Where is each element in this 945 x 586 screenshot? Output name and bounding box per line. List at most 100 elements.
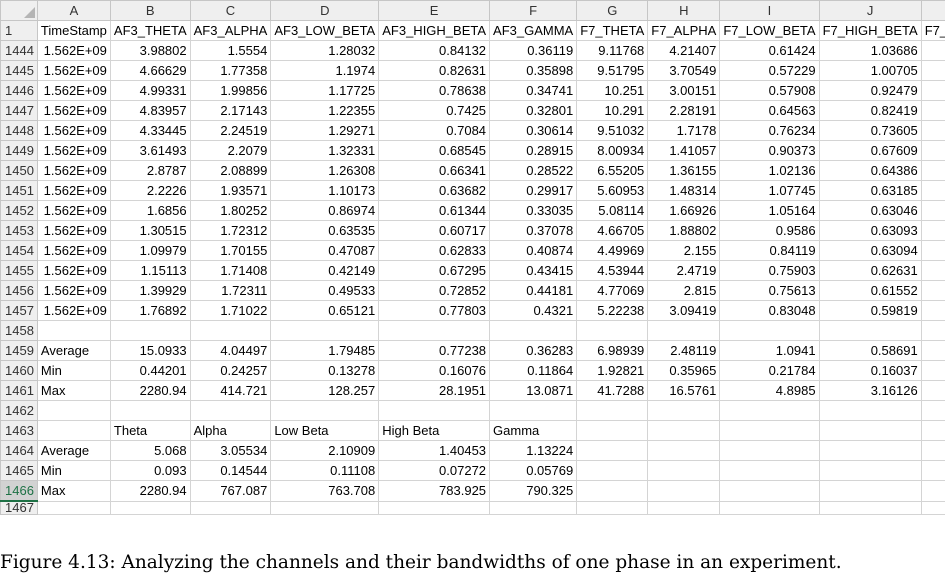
cell[interactable]: 3.05534 bbox=[189, 440, 272, 461]
cell[interactable]: AF3_THETA bbox=[109, 20, 191, 41]
cell[interactable]: 0.30193 bbox=[920, 140, 945, 161]
cell[interactable] bbox=[189, 500, 272, 515]
cell[interactable]: F7_LOW_BETA bbox=[719, 20, 820, 41]
cell[interactable]: 0.07272 bbox=[378, 460, 491, 481]
cell[interactable]: 0.11108 bbox=[270, 460, 380, 481]
cell[interactable]: 0.64563 bbox=[719, 100, 820, 121]
cell[interactable]: 0.30614 bbox=[489, 120, 578, 141]
cell[interactable] bbox=[36, 320, 111, 341]
cell[interactable]: 0.63046 bbox=[818, 200, 922, 221]
cell[interactable] bbox=[647, 400, 721, 421]
cell[interactable]: 2.10909 bbox=[270, 440, 380, 461]
cell[interactable]: 1.6856 bbox=[109, 200, 191, 221]
cell[interactable]: 5.60953 bbox=[576, 180, 649, 201]
cell[interactable]: 0.61552 bbox=[818, 280, 922, 301]
cell[interactable]: Theta bbox=[109, 420, 191, 441]
row-header[interactable]: 1457 bbox=[0, 300, 38, 321]
column-header-k[interactable]: K bbox=[920, 0, 945, 21]
cell[interactable]: 0.57908 bbox=[719, 80, 820, 101]
cell[interactable]: 0.44201 bbox=[109, 360, 191, 381]
row-header[interactable]: 1449 bbox=[0, 140, 38, 161]
cell[interactable]: F7_GAMMA bbox=[920, 20, 945, 41]
cell[interactable]: 1.562E+09 bbox=[36, 100, 111, 121]
cell[interactable] bbox=[920, 420, 945, 441]
cell[interactable]: 1.66926 bbox=[647, 200, 721, 221]
row-header[interactable]: 1445 bbox=[0, 60, 38, 81]
cell[interactable]: 1.28032 bbox=[270, 40, 380, 61]
cell[interactable]: AF3_HIGH_BETA bbox=[378, 20, 491, 41]
cell[interactable]: 0.78638 bbox=[378, 80, 491, 101]
cell[interactable]: 0.63682 bbox=[378, 180, 491, 201]
cell[interactable]: 1.22355 bbox=[270, 100, 380, 121]
cell[interactable]: 9.51795 bbox=[576, 60, 649, 81]
cell[interactable]: 0.34741 bbox=[489, 80, 578, 101]
cell[interactable]: 4.53944 bbox=[576, 260, 649, 281]
cell[interactable]: 0.31545 bbox=[920, 300, 945, 321]
cell[interactable] bbox=[189, 320, 272, 341]
cell[interactable] bbox=[920, 400, 945, 421]
cell[interactable]: 0.32772 bbox=[920, 120, 945, 141]
cell[interactable]: 0.63185 bbox=[818, 180, 922, 201]
row-header[interactable]: 1446 bbox=[0, 80, 38, 101]
cell[interactable]: 0.92479 bbox=[818, 80, 922, 101]
cell[interactable]: 1.07745 bbox=[719, 180, 820, 201]
cell[interactable]: 2.08899 bbox=[189, 160, 272, 181]
cell[interactable] bbox=[270, 500, 380, 515]
row-header[interactable]: 1464 bbox=[0, 440, 38, 461]
cell[interactable] bbox=[489, 400, 578, 421]
cell[interactable]: 4.99331 bbox=[109, 80, 191, 101]
cell[interactable]: 1.99856 bbox=[189, 80, 272, 101]
row-header[interactable]: 1458 bbox=[0, 320, 38, 341]
cell[interactable]: 3.98802 bbox=[109, 40, 191, 61]
column-header-i[interactable]: I bbox=[719, 0, 820, 21]
row-header[interactable]: 1452 bbox=[0, 200, 38, 221]
cell[interactable]: 0.35965 bbox=[647, 360, 721, 381]
cell[interactable]: 1.562E+09 bbox=[36, 140, 111, 161]
cell[interactable]: 0.29917 bbox=[489, 180, 578, 201]
cell[interactable] bbox=[920, 460, 945, 481]
cell[interactable] bbox=[489, 500, 578, 515]
cell[interactable] bbox=[270, 400, 380, 421]
cell[interactable]: 2.48119 bbox=[647, 340, 721, 361]
cell[interactable] bbox=[719, 460, 820, 481]
cell[interactable]: 0.7084 bbox=[378, 120, 491, 141]
row-header[interactable]: 1462 bbox=[0, 400, 38, 421]
cell[interactable]: 1.562E+09 bbox=[36, 120, 111, 141]
cell[interactable] bbox=[647, 480, 721, 502]
cell[interactable]: 0.82419 bbox=[818, 100, 922, 121]
cell[interactable]: 0.64386 bbox=[818, 160, 922, 181]
cell[interactable]: 0.61344 bbox=[378, 200, 491, 221]
cell[interactable]: 2.28191 bbox=[647, 100, 721, 121]
cell[interactable]: 0.13278 bbox=[270, 360, 380, 381]
select-all-corner[interactable] bbox=[0, 0, 38, 21]
cell[interactable]: 0.84119 bbox=[719, 240, 820, 261]
cell[interactable]: 0.73605 bbox=[818, 120, 922, 141]
cell[interactable]: F7_THETA bbox=[576, 20, 649, 41]
cell[interactable]: 4.83957 bbox=[109, 100, 191, 121]
row-header[interactable]: 1466 bbox=[0, 480, 38, 502]
cell[interactable] bbox=[576, 440, 649, 461]
cell[interactable]: 0.11864 bbox=[489, 360, 578, 381]
cell[interactable]: 0.32801 bbox=[489, 100, 578, 121]
cell[interactable]: 0.40874 bbox=[489, 240, 578, 261]
cell[interactable]: 4.33445 bbox=[109, 120, 191, 141]
cell[interactable]: 1.72311 bbox=[189, 280, 272, 301]
cell[interactable]: 1.562E+09 bbox=[36, 200, 111, 221]
cell[interactable] bbox=[719, 440, 820, 461]
cell[interactable]: 0.21784 bbox=[719, 360, 820, 381]
row-header[interactable]: 1 bbox=[0, 20, 38, 41]
cell[interactable]: 0.75613 bbox=[719, 280, 820, 301]
cell[interactable] bbox=[378, 320, 491, 341]
column-header-a[interactable]: A bbox=[36, 0, 111, 21]
cell[interactable]: 1.17725 bbox=[270, 80, 380, 101]
cell[interactable]: 4.49969 bbox=[576, 240, 649, 261]
row-header[interactable]: 1451 bbox=[0, 180, 38, 201]
cell[interactable]: 763.708 bbox=[270, 480, 380, 502]
cell[interactable]: 0.27761 bbox=[920, 180, 945, 201]
cell[interactable]: 1.562E+09 bbox=[36, 180, 111, 201]
row-header[interactable]: 1456 bbox=[0, 280, 38, 301]
cell[interactable]: 3.16126 bbox=[818, 380, 922, 401]
cell[interactable]: 1.13224 bbox=[489, 440, 578, 461]
cell[interactable] bbox=[189, 400, 272, 421]
cell[interactable]: 1.562E+09 bbox=[36, 260, 111, 281]
